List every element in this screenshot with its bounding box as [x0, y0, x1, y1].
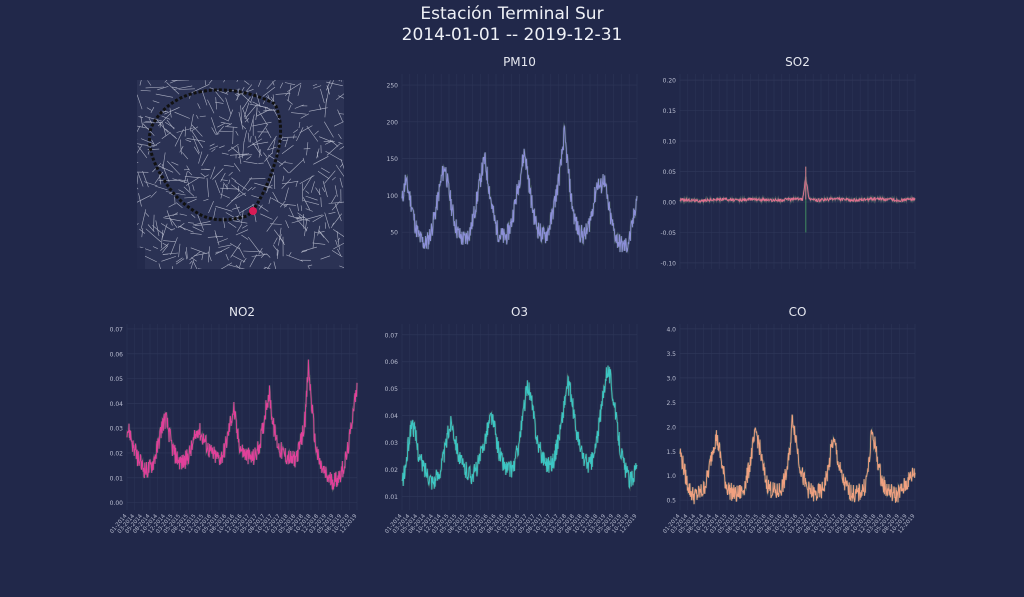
co-grid — [679, 324, 916, 510]
so2-ytick-label: 0.00 — [663, 199, 677, 206]
co-ytick-label: 0.5 — [666, 498, 676, 505]
so2-ytick-label: 0.05 — [663, 169, 677, 176]
so2-ytick-label: -0.10 — [660, 260, 676, 267]
station-title: Estación Terminal Sur — [420, 4, 604, 24]
pm10-ytick-label: 50 — [390, 230, 398, 237]
co-ytick-label: 1.0 — [666, 473, 676, 480]
o3-chart: O30.010.020.030.040.050.060.0701-201403-… — [384, 305, 639, 535]
no2-ytick-label: 0.02 — [110, 450, 124, 457]
co-series-line — [679, 414, 916, 505]
so2-chart: SO2 -0.10 -0.05 0.00 0.05 0.10 0.15 0.20 — [660, 55, 917, 269]
so2-ytick-label: 0.10 — [663, 139, 677, 146]
no2-series-line — [126, 359, 358, 491]
o3-series-line — [401, 365, 638, 490]
pm10-grid — [401, 74, 638, 269]
no2-ytick-label: 0.01 — [110, 475, 124, 482]
so2-grid — [679, 74, 916, 269]
so2-ytick-label: 0.15 — [663, 108, 677, 115]
ring-road — [148, 88, 283, 222]
no2-grid — [126, 324, 358, 510]
no2-chart: NO20.000.010.020.030.040.050.060.0701-20… — [109, 305, 359, 535]
pm10-ytick-label: 100 — [387, 193, 399, 200]
co-ytick-label: 4.0 — [666, 326, 676, 333]
co-chart: CO0.51.01.52.02.53.03.54.001-201403-2014… — [662, 305, 917, 535]
no2-ytick-label: 0.05 — [110, 376, 124, 383]
pm10-ytick-label: 200 — [387, 119, 399, 126]
pm10-ytick-label: 150 — [387, 156, 399, 163]
pm10-ytick-label: 250 — [387, 83, 399, 90]
so2-ytick-label: 0.20 — [663, 78, 677, 85]
o3-ytick-label: 0.04 — [385, 413, 399, 420]
no2-ytick-label: 0.07 — [110, 326, 124, 333]
co-ytick-label: 1.5 — [666, 449, 676, 456]
no2-ytick-label: 0.04 — [110, 401, 124, 408]
co-ytick-label: 2.0 — [666, 424, 676, 431]
station-map — [137, 80, 344, 269]
road-network — [137, 80, 344, 269]
o3-title: O3 — [511, 305, 528, 319]
o3-ytick-label: 0.05 — [385, 386, 399, 393]
figure-title: Estación Terminal Sur 2014-01-01 -- 2019… — [0, 4, 1024, 46]
station-location-dot — [249, 207, 257, 215]
no2-ytick-label: 0.00 — [110, 500, 124, 507]
o3-ytick-label: 0.03 — [385, 440, 399, 447]
pm10-title: PM10 — [503, 55, 536, 69]
co-title: CO — [789, 305, 807, 319]
o3-ytick-label: 0.01 — [385, 494, 399, 501]
pm10-chart: PM10 50 100 150 200 250 — [387, 55, 639, 269]
no2-ytick-label: 0.03 — [110, 426, 124, 433]
so2-series-line — [679, 176, 916, 204]
o3-ytick-label: 0.06 — [385, 359, 399, 366]
co-ytick-label: 3.5 — [666, 351, 676, 358]
date-range-title: 2014-01-01 -- 2019-12-31 — [401, 25, 623, 45]
co-ytick-label: 3.0 — [666, 375, 676, 382]
no2-ytick-label: 0.06 — [110, 351, 124, 358]
no2-title: NO2 — [229, 305, 255, 319]
pm10-series-line — [401, 124, 638, 253]
o3-ytick-label: 0.02 — [385, 467, 399, 474]
o3-ytick-label: 0.07 — [385, 332, 399, 339]
so2-ytick-label: -0.05 — [660, 230, 676, 237]
co-ytick-label: 2.5 — [666, 400, 676, 407]
map-background — [137, 80, 344, 269]
so2-title: SO2 — [785, 55, 810, 69]
